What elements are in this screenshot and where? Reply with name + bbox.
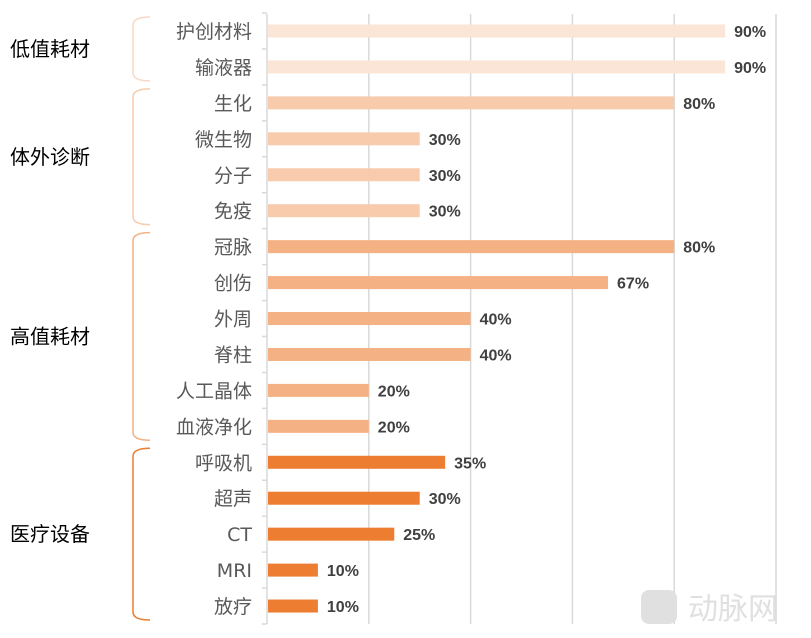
group-label: 低值耗材 — [10, 37, 90, 61]
category-label: 血液净化 — [176, 416, 252, 438]
data-label: 90% — [734, 24, 766, 41]
group-label: 医疗设备 — [10, 522, 90, 546]
category-label: 护创材料 — [176, 21, 252, 43]
bar — [268, 60, 726, 74]
data-label: 25% — [403, 527, 435, 544]
bar — [268, 455, 446, 469]
bar — [268, 599, 318, 613]
bar — [268, 383, 369, 397]
data-label: 30% — [429, 204, 461, 221]
data-label: 20% — [378, 383, 410, 400]
group-bracket — [132, 447, 151, 621]
category-label: 输液器 — [195, 57, 252, 79]
category-label: 分子 — [214, 165, 252, 187]
data-label: 30% — [429, 491, 461, 508]
category-label: 人工晶体 — [176, 380, 252, 402]
bar — [268, 347, 471, 361]
data-label: 10% — [327, 599, 359, 616]
category-label: 放疗 — [214, 596, 252, 618]
bar — [268, 24, 726, 38]
category-label: 超声 — [214, 488, 252, 510]
category-label: 创伤 — [214, 273, 252, 295]
bar — [268, 96, 675, 110]
bar — [268, 312, 471, 326]
watermark: 动脉网 — [688, 592, 778, 627]
data-label: 80% — [683, 240, 715, 257]
group-label: 体外诊断 — [10, 145, 90, 169]
category-label: 生化 — [214, 93, 252, 115]
category-label: MRI — [217, 560, 252, 582]
data-label: 90% — [734, 60, 766, 77]
bar — [268, 168, 420, 182]
category-label: CT — [227, 524, 252, 546]
category-label: 冠脉 — [214, 237, 252, 259]
group-bracket — [132, 88, 151, 226]
bar — [268, 276, 609, 290]
group-label: 高值耗材 — [10, 324, 90, 348]
data-label: 10% — [327, 563, 359, 580]
data-label: 30% — [429, 168, 461, 185]
group-bracket — [132, 16, 151, 82]
category-label: 脊柱 — [214, 344, 252, 366]
data-label: 40% — [480, 347, 512, 364]
group-bracket — [132, 231, 151, 442]
bar — [268, 419, 369, 433]
data-label: 80% — [683, 96, 715, 113]
data-label: 67% — [617, 276, 649, 293]
bar — [268, 491, 420, 505]
bar — [268, 204, 420, 218]
bar — [268, 563, 318, 577]
category-label: 呼吸机 — [195, 452, 252, 474]
data-label: 30% — [429, 132, 461, 149]
data-label: 20% — [378, 419, 410, 436]
bar — [268, 132, 420, 146]
watermark-logo-icon — [641, 590, 677, 624]
bar — [268, 240, 675, 254]
data-label: 35% — [454, 455, 486, 472]
category-label: 微生物 — [195, 129, 252, 151]
category-label: 外周 — [214, 309, 252, 331]
category-label: 免疫 — [214, 201, 252, 223]
bar — [268, 527, 395, 541]
data-label: 40% — [480, 312, 512, 329]
